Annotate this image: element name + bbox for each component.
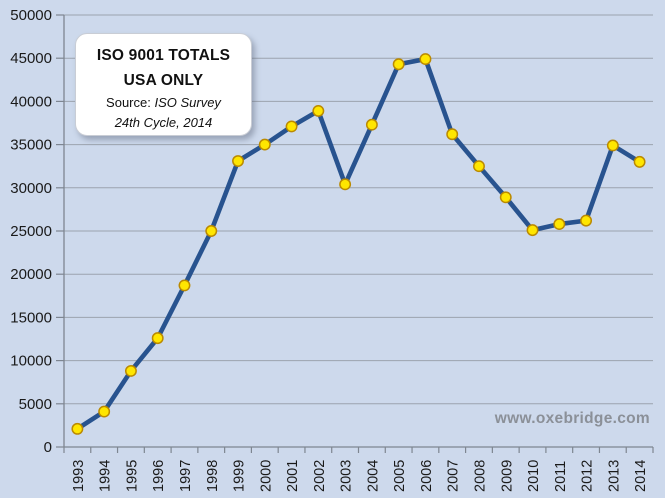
x-axis-tick-label: 1994: [98, 460, 114, 492]
data-point-marker: [178, 279, 191, 292]
chart-title-line1: ISO 9001 TOTALS: [96, 47, 231, 64]
x-axis-tick-label: 2005: [392, 460, 408, 492]
y-axis-tick-label: 35000: [10, 137, 52, 154]
x-axis-tick-label: 2007: [446, 460, 462, 492]
data-point-marker: [606, 139, 619, 152]
chart-source-name: ISO Survey: [154, 95, 221, 110]
y-axis-tick-label: 25000: [10, 223, 52, 240]
x-axis-tick-label: 2013: [606, 460, 622, 492]
y-axis-tick-label: 0: [44, 439, 52, 456]
x-axis-tick-label: 1997: [178, 460, 194, 492]
chart-source-prefix: Source:: [106, 95, 155, 110]
x-axis-tick-label: 2012: [580, 460, 596, 492]
data-point-marker: [419, 53, 432, 66]
data-point-marker: [633, 155, 646, 168]
chart-title-box: ISO 9001 TOTALS USA ONLY Source: ISO Sur…: [75, 33, 252, 136]
data-point-marker: [151, 332, 164, 345]
y-axis-tick-label: 5000: [19, 396, 52, 413]
x-axis-tick-label: 2006: [419, 460, 435, 492]
data-point-marker: [312, 104, 325, 117]
data-point-marker: [339, 178, 352, 191]
data-point-marker: [580, 214, 593, 227]
x-axis-tick-label: 2000: [258, 460, 274, 492]
x-axis-tick-label: 1999: [232, 460, 248, 492]
x-axis-tick-label: 2001: [285, 460, 301, 492]
data-point-marker: [392, 58, 405, 71]
chart-source-cycle: 24th Cycle, 2014: [114, 115, 213, 130]
x-axis-tick-label: 2004: [365, 460, 381, 492]
x-axis-tick-label: 2003: [339, 460, 355, 492]
chart-title-line2: USA ONLY: [123, 72, 204, 89]
data-line: [75, 56, 642, 432]
x-axis-tick-label: 1993: [71, 460, 87, 492]
x-axis-tick-label: 2014: [633, 460, 649, 492]
data-point-marker: [499, 191, 512, 204]
data-point-marker: [446, 128, 459, 141]
data-point-marker: [71, 422, 84, 435]
x-axis-tick-label: 2008: [472, 460, 488, 492]
y-axis-tick-label: 40000: [10, 93, 52, 110]
data-point-marker: [205, 225, 218, 237]
data-point-marker: [285, 120, 298, 133]
data-point-marker: [553, 218, 566, 231]
x-axis-tick-label: 2011: [553, 461, 569, 492]
y-axis-tick-label: 20000: [10, 266, 52, 283]
x-axis-tick-label: 1998: [205, 460, 221, 492]
data-point-marker: [526, 224, 539, 237]
x-axis-tick-label: 1995: [124, 460, 140, 492]
data-point-marker: [258, 138, 271, 151]
y-axis-tick-label: 45000: [10, 50, 52, 67]
watermark: www.oxebridge.com: [494, 410, 650, 427]
chart-source-line: Source: ISO Survey: [76, 93, 251, 113]
x-axis-tick-label: 2002: [312, 460, 328, 492]
x-axis-tick-label: 1996: [151, 460, 167, 492]
y-axis-tick-label: 50000: [10, 7, 52, 24]
data-point-marker: [473, 160, 485, 173]
data-point-marker: [124, 365, 137, 377]
data-point-marker: [365, 118, 378, 131]
data-point-marker: [98, 405, 111, 418]
x-axis-tick-label: 2010: [526, 460, 542, 492]
data-point-marker: [232, 155, 244, 167]
y-axis-tick-label: 30000: [10, 180, 52, 197]
y-axis-tick-label: 10000: [10, 353, 52, 370]
y-axis-tick-label: 15000: [10, 309, 52, 326]
x-axis-tick-label: 2009: [499, 460, 515, 492]
